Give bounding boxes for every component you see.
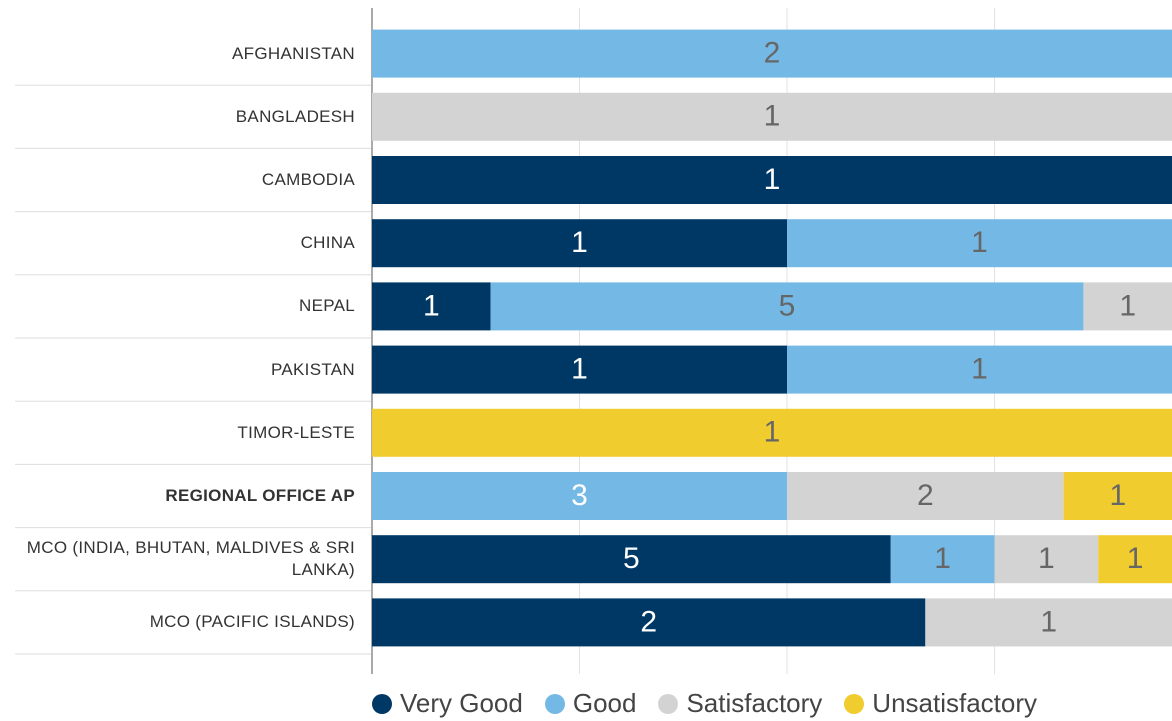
legend-item: Good (544, 688, 637, 719)
bar-segment (787, 472, 1064, 520)
bar-value-label: 1 (571, 226, 588, 259)
bar-segment (372, 472, 787, 520)
category-label: MCO (PACIFIC ISLANDS) (149, 612, 355, 632)
bar-value-label: 1 (1127, 542, 1144, 575)
category-label: MCO (INDIA, BHUTAN, MALDIVES & SRI LANKA… (26, 538, 355, 580)
bar-value-label: 2 (764, 37, 781, 70)
bar-value-label: 1 (423, 289, 440, 322)
bar-segment (372, 598, 926, 647)
legend-swatch (844, 693, 865, 714)
category-label: BANGLADESH (235, 106, 355, 126)
category-label: CHINA (300, 233, 355, 253)
legend-label: Unsatisfactory (872, 688, 1038, 718)
legend-label: Good (572, 688, 637, 718)
category-label: AFGHANISTAN (232, 43, 355, 63)
bar-value-label: 1 (764, 416, 781, 449)
bar-value-label: 1 (971, 353, 988, 386)
bar-value-label: 1 (1119, 289, 1136, 322)
bar-segment (372, 345, 787, 394)
bar-segment (994, 535, 1099, 584)
bar-segment (787, 345, 1172, 394)
category-label: PAKISTAN (271, 359, 355, 379)
bar-segment (1063, 472, 1172, 520)
bar-segment (787, 219, 1172, 268)
bar-value-label: 1 (1040, 605, 1057, 638)
bar-segment (372, 219, 787, 268)
bar-segment (372, 408, 1172, 457)
bar-value-label: 1 (764, 100, 781, 133)
bar-segment (372, 156, 1172, 204)
bar-segment (1098, 535, 1172, 584)
bar-segment (925, 598, 1172, 647)
bar-value-label: 1 (934, 542, 951, 575)
bar-value-label: 2 (640, 605, 657, 638)
bar-segment (1083, 282, 1172, 331)
bar-value-label: 1 (571, 353, 588, 386)
category-label: CAMBODIA (261, 170, 355, 189)
bar-value-label: 1 (1109, 479, 1126, 512)
category-label: NEPAL (299, 296, 355, 316)
legend-label: Very Good (400, 688, 523, 718)
bar-value-label: 1 (1038, 542, 1055, 575)
category-label: REGIONAL OFFICE AP (165, 486, 355, 505)
bar-segment (372, 535, 891, 584)
category-label: TIMOR-LESTE (237, 422, 355, 442)
bar-value-label: 2 (917, 479, 934, 512)
bar-value-label: 1 (971, 226, 988, 259)
legend-swatch (372, 693, 392, 714)
bar-segment (372, 29, 1172, 78)
bar-segment (372, 92, 1172, 141)
legend-item: Unsatisfactory (844, 688, 1037, 719)
bar-value-label: 1 (764, 163, 781, 196)
bar-segment (372, 282, 491, 331)
legend-swatch (658, 693, 679, 714)
legend-label: Satisfactory (686, 688, 823, 718)
legend: Very Good Good Satisfactory Unsatisfactory (372, 688, 1037, 719)
bar-value-label: 5 (779, 289, 796, 322)
legend-item: Satisfactory (658, 688, 822, 719)
legend-item: Very Good (372, 688, 523, 719)
bar-value-label: 5 (623, 542, 640, 575)
bar-segment (890, 535, 995, 584)
bar-value-label: 3 (571, 479, 588, 512)
legend-swatch (544, 693, 565, 714)
bar-segment (490, 282, 1084, 331)
